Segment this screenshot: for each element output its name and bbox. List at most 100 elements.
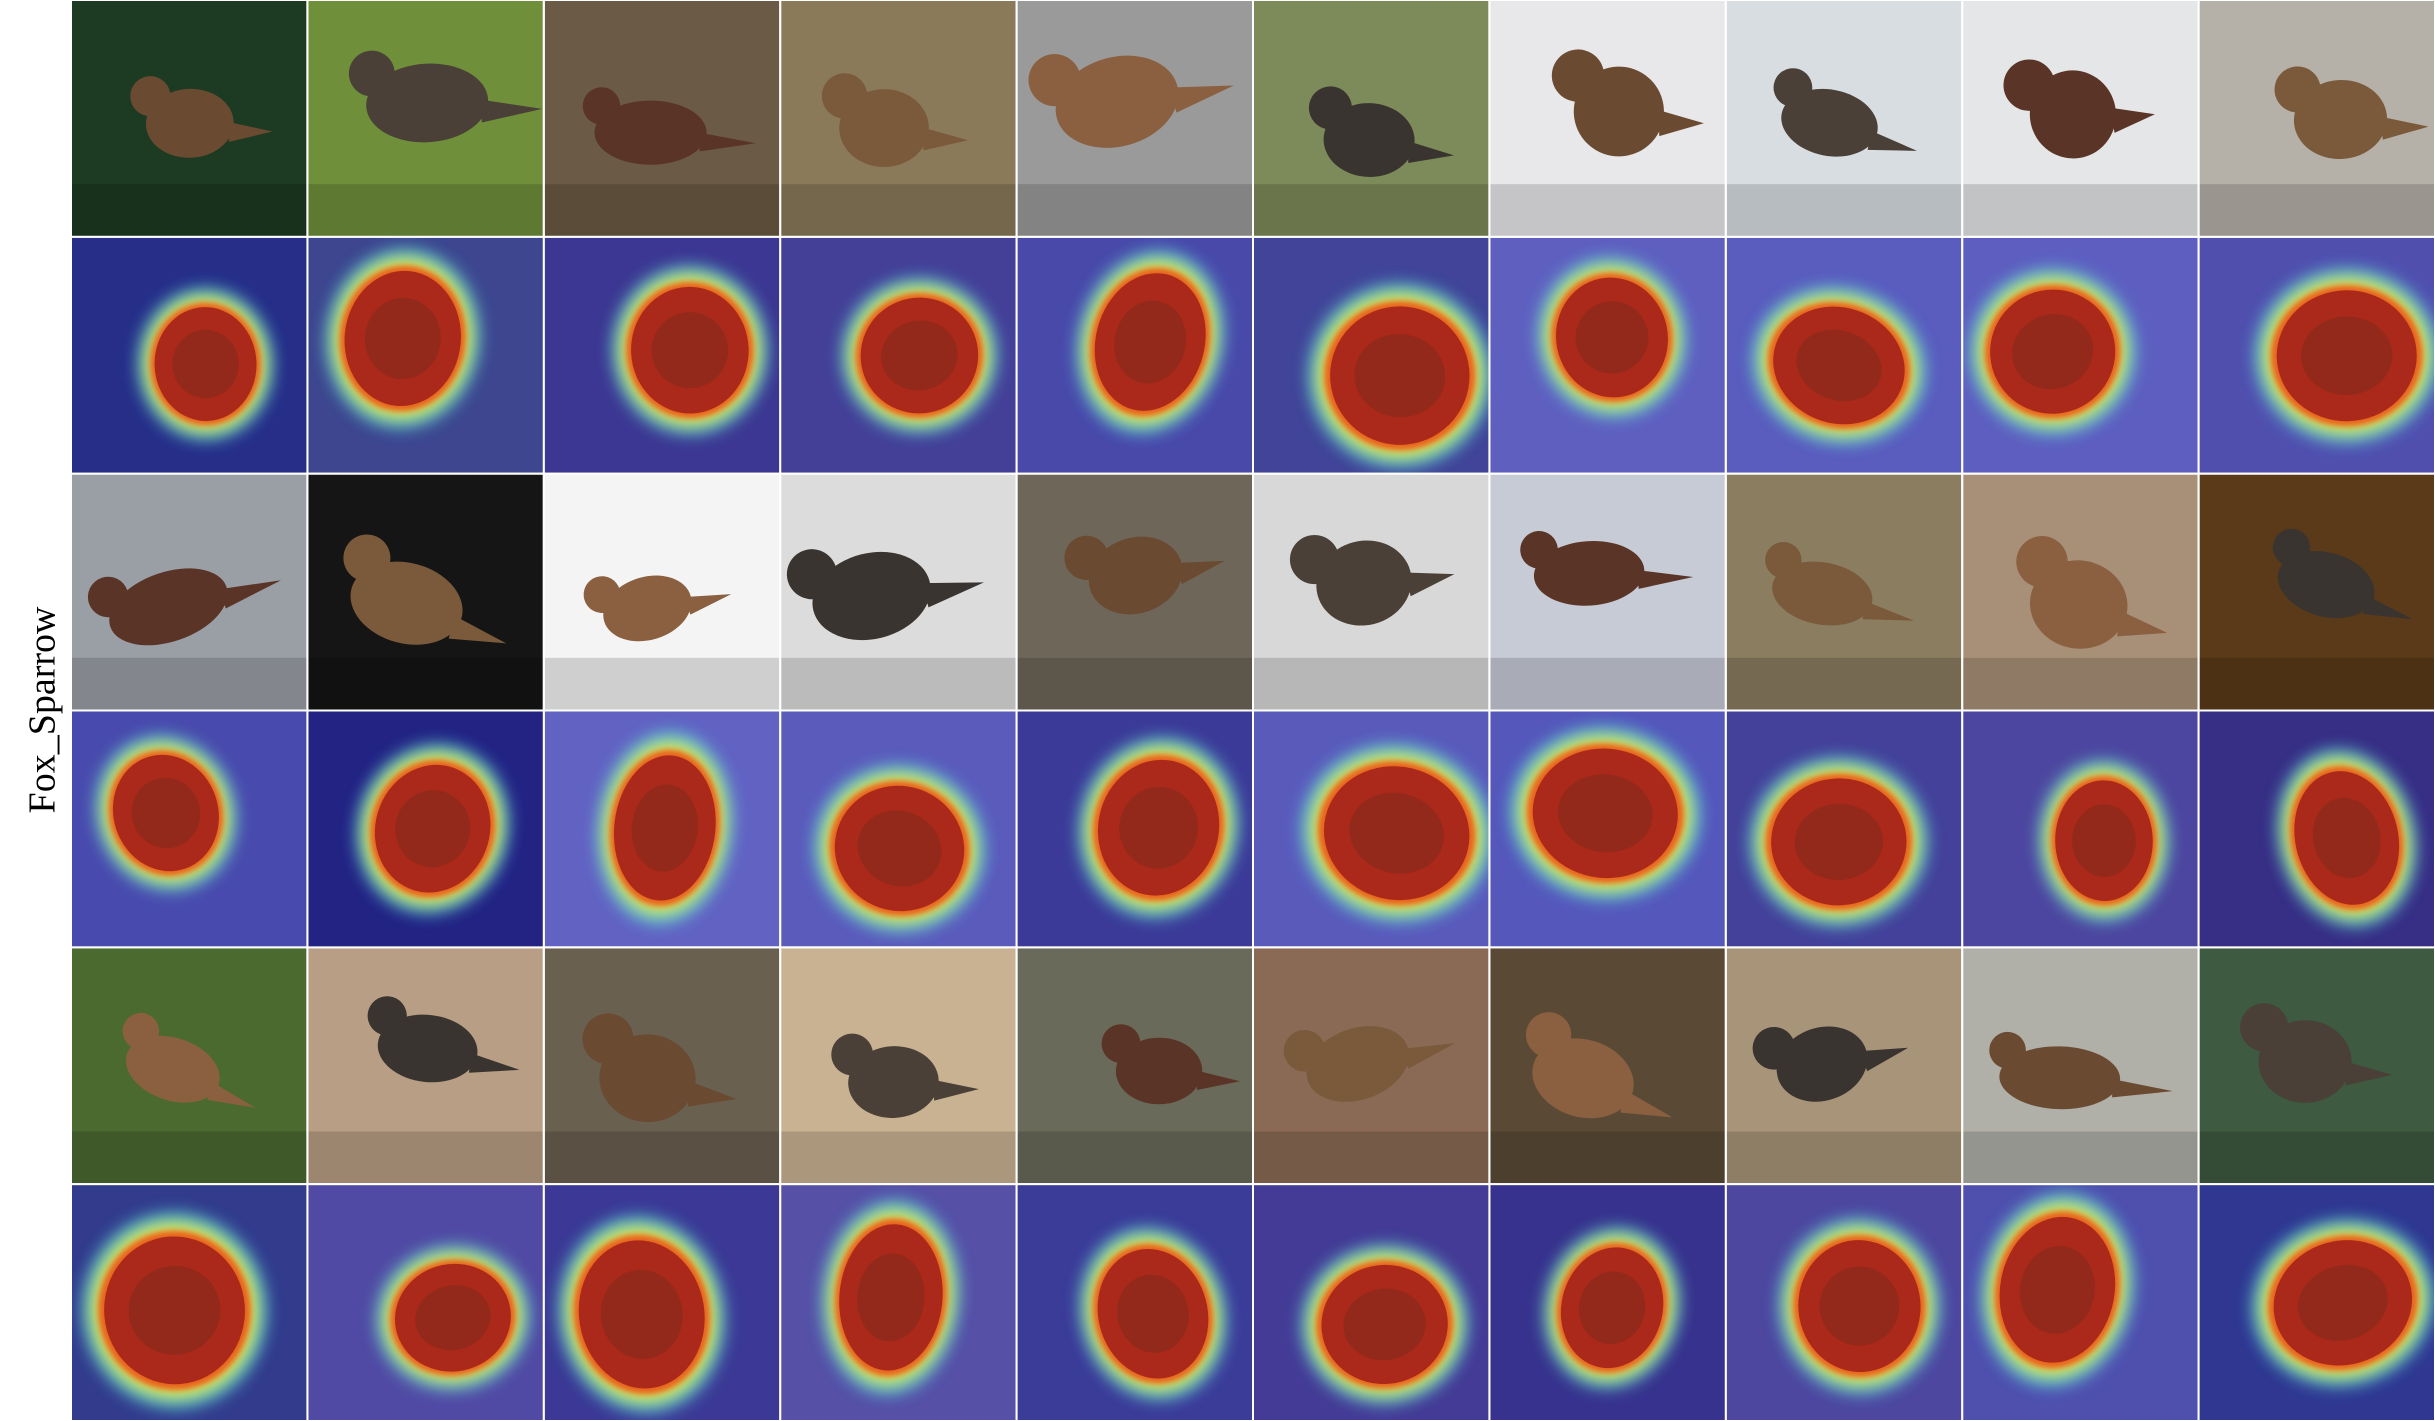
bird-head [367, 996, 407, 1036]
bird [831, 1033, 979, 1118]
bird-tail [699, 132, 756, 152]
bird-tail [219, 580, 282, 609]
photo-tile [72, 474, 307, 710]
bird-texture [600, 1269, 683, 1359]
bird-tail [1169, 85, 1234, 113]
ground [1017, 1131, 1252, 1184]
image-grid [72, 1, 2435, 1420]
tile-content [1490, 474, 1725, 710]
tile-content [72, 711, 307, 947]
ground [1254, 657, 1489, 710]
heatmap-tile [2199, 237, 2435, 473]
bird-texture [881, 320, 958, 391]
photo-tile [781, 948, 1016, 1184]
photo-tile [72, 948, 307, 1184]
bird-texture [2072, 804, 2136, 877]
bird-tail [1404, 572, 1455, 597]
tile-content [544, 948, 780, 1184]
bird-tail [1658, 110, 1704, 137]
bird-body [1532, 1038, 1634, 1119]
ground [308, 1131, 543, 1184]
photo-tile [1963, 1, 2198, 236]
ground [2199, 184, 2434, 236]
ground [72, 184, 307, 236]
bird-texture [651, 312, 729, 389]
heatmap-tile [1490, 711, 1725, 947]
bird-texture [2312, 797, 2381, 879]
bird [1101, 1024, 1241, 1105]
bird [87, 568, 282, 646]
photo-tile [1254, 948, 1489, 1184]
bird-texture [2012, 314, 2094, 390]
photo-tile [2199, 474, 2434, 710]
tile-content [781, 474, 1016, 710]
bird [343, 534, 507, 645]
heatmap-tile [1254, 1185, 1489, 1420]
heatmap-tile [308, 237, 543, 473]
bird-body [1055, 55, 1179, 148]
bird-texture [1117, 1274, 1189, 1353]
bird-tail [2112, 1079, 2173, 1098]
bird-texture [1819, 1266, 1900, 1346]
bird-body [1306, 1026, 1409, 1102]
bird-body [350, 561, 463, 645]
bird-body [2277, 551, 2375, 619]
bird-tail [685, 594, 732, 615]
bird-head [582, 87, 621, 125]
bird-head [343, 534, 391, 582]
heatmap-tile [781, 1185, 1016, 1420]
bird-head [821, 73, 868, 119]
bird-tail [1860, 1047, 1909, 1072]
bird-texture [1558, 774, 1653, 853]
tile-content [1254, 237, 1489, 473]
bird [583, 575, 732, 642]
bird [1773, 68, 1918, 157]
tile-content [781, 711, 1016, 947]
tile-content [308, 948, 543, 1184]
photo-tile [1254, 474, 1489, 710]
bird-body [145, 88, 234, 158]
bird [348, 50, 543, 143]
bird-head [1525, 1012, 1572, 1058]
bird [2003, 59, 2155, 159]
bird-body [812, 551, 931, 641]
tile-content [72, 1, 307, 236]
tile-content [1963, 1185, 2198, 1420]
tile-content [2199, 1185, 2434, 1420]
tile-content [308, 1185, 543, 1420]
tile-content [781, 948, 1016, 1184]
heatmap-tile [2199, 711, 2434, 947]
heatmap-tile [2199, 1185, 2434, 1420]
bird-texture [1114, 300, 1187, 384]
bird-head [582, 1013, 634, 1065]
bird [1765, 541, 1914, 626]
bird-tail [468, 1053, 520, 1073]
ground [1963, 184, 2198, 236]
tile-content [72, 948, 307, 1184]
bird-head [1520, 531, 1558, 569]
tile-content [1490, 237, 1725, 473]
bird-tail [228, 121, 273, 142]
heatmap-tile [1254, 237, 1489, 473]
ground [1490, 184, 1725, 236]
photo-tile [1726, 948, 1962, 1184]
photo-tile [1963, 474, 2198, 710]
bird-head [1289, 534, 1340, 585]
tile-content [1017, 1, 1252, 236]
bird-body [1533, 540, 1645, 606]
heatmap-tile [1726, 1185, 1962, 1420]
bird-head [831, 1033, 874, 1076]
bird [1989, 1031, 2173, 1110]
bird-tail [1408, 141, 1454, 163]
bird-tail [923, 127, 969, 151]
bird-texture [2301, 316, 2393, 396]
bird-head [348, 50, 395, 97]
tile-content [1490, 1, 1725, 236]
tile-content [544, 474, 780, 710]
bird-texture [1796, 329, 1882, 402]
ground [1726, 1131, 1962, 1184]
bird [1064, 535, 1225, 615]
tile-content [1963, 1, 2198, 236]
heatmap-tile [1726, 237, 1962, 473]
bird-head [2272, 528, 2311, 567]
